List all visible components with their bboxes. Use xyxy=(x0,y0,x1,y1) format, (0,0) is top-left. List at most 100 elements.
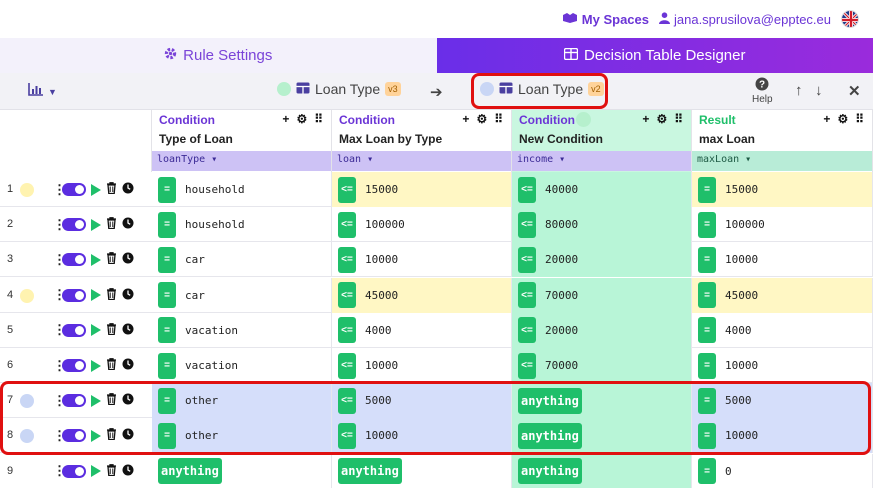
table-cell[interactable]: = 15000 xyxy=(692,172,873,207)
row-menu-icon[interactable]: ⋮ xyxy=(53,216,66,232)
operator-badge[interactable]: = xyxy=(158,211,176,238)
table-cell[interactable]: anything xyxy=(512,418,692,454)
add-icon[interactable]: + xyxy=(642,112,650,126)
history-clock-icon[interactable] xyxy=(122,288,134,303)
operator-badge[interactable]: <= xyxy=(518,211,536,238)
arrow-down-icon[interactable]: ↓ xyxy=(815,82,823,99)
operator-badge[interactable]: = xyxy=(698,458,716,485)
play-icon[interactable] xyxy=(91,289,101,302)
history-clock-icon[interactable] xyxy=(122,217,134,232)
table-cell[interactable]: = other xyxy=(152,383,332,419)
uk-flag-icon[interactable] xyxy=(841,10,859,28)
operator-badge[interactable]: <= xyxy=(518,176,536,203)
trash-icon[interactable] xyxy=(106,287,117,303)
table-cell[interactable]: anything xyxy=(512,383,692,419)
operator-badge[interactable]: <= xyxy=(518,317,536,344)
operator-badge[interactable]: = xyxy=(698,282,716,309)
add-icon[interactable]: + xyxy=(282,112,290,126)
row-menu-icon[interactable]: ⋮ xyxy=(53,251,66,267)
table-row[interactable]: 4 ⋮ = car <= 45000 <= 70000 = 45000 xyxy=(0,277,873,313)
help-button[interactable]: ? Help xyxy=(752,77,773,105)
history-clock-icon[interactable] xyxy=(122,182,134,197)
tab-decision-table-designer[interactable]: Decision Table Designer xyxy=(436,38,873,73)
row-enabled-toggle[interactable] xyxy=(62,288,86,302)
arrow-up-icon[interactable]: ↑ xyxy=(795,82,803,99)
table-cell[interactable]: = 10000 xyxy=(692,418,873,454)
trash-icon[interactable] xyxy=(106,358,117,373)
column-header-2[interactable]: Condition Max Loan by Type + ⚙ ⠿ loan ▾ xyxy=(332,110,512,172)
drag-handle-icon[interactable]: ⠿ xyxy=(855,112,864,126)
operator-badge[interactable]: = xyxy=(158,246,176,273)
row-menu-icon[interactable]: ⋮ xyxy=(53,357,66,373)
table-cell[interactable]: = 0 xyxy=(692,453,873,488)
gear-icon[interactable]: ⚙ xyxy=(837,112,849,126)
table-row[interactable]: 9 ⋮ anything anything anything = 0 xyxy=(0,453,873,488)
table-cell[interactable]: = vacation xyxy=(152,312,332,348)
operator-badge[interactable]: = xyxy=(158,317,176,344)
row-enabled-toggle[interactable] xyxy=(62,253,86,267)
operator-badge[interactable]: = xyxy=(698,211,716,238)
source-version[interactable]: Loan Type v3 xyxy=(277,81,401,97)
operator-badge[interactable]: <= xyxy=(518,352,536,379)
table-cell[interactable]: = car xyxy=(152,242,332,278)
table-cell[interactable]: <= 70000 xyxy=(512,277,692,313)
drag-handle-icon[interactable]: ⠿ xyxy=(314,112,323,126)
trash-icon[interactable] xyxy=(106,428,117,443)
operator-badge[interactable]: = xyxy=(698,422,716,449)
add-icon[interactable]: + xyxy=(823,112,831,126)
table-row[interactable]: 3 ⋮ = car <= 10000 <= 20000 = 10000 xyxy=(0,242,873,278)
row-enabled-toggle[interactable] xyxy=(62,429,86,443)
add-icon[interactable]: + xyxy=(462,112,470,126)
operator-badge[interactable]: = xyxy=(158,176,176,203)
table-row[interactable]: 1 ⋮ = household <= 15000 <= 40000 = 15000 xyxy=(0,172,873,207)
drag-handle-icon[interactable]: ⠿ xyxy=(494,112,503,126)
operator-badge[interactable]: <= xyxy=(338,352,356,379)
operator-badge[interactable]: <= xyxy=(338,282,356,309)
trash-icon[interactable] xyxy=(106,182,117,197)
operator-badge[interactable]: = xyxy=(698,176,716,203)
table-cell[interactable]: = 10000 xyxy=(692,242,873,278)
table-cell[interactable]: <= 10000 xyxy=(332,242,512,278)
table-cell[interactable]: <= 45000 xyxy=(332,277,512,313)
table-cell[interactable]: = 5000 xyxy=(692,383,873,419)
table-cell[interactable]: = household xyxy=(152,207,332,243)
table-row[interactable]: 2 ⋮ = household <= 100000 <= 80000 = 100000 xyxy=(0,207,873,243)
table-cell[interactable]: = 45000 xyxy=(692,277,873,313)
history-clock-icon[interactable] xyxy=(122,393,134,408)
row-enabled-toggle[interactable] xyxy=(62,323,86,337)
operator-badge[interactable]: = xyxy=(158,387,176,414)
play-icon[interactable] xyxy=(91,253,101,266)
row-menu-icon[interactable]: ⋮ xyxy=(53,463,66,479)
table-cell[interactable]: = vacation xyxy=(152,348,332,383)
column-variable-select[interactable]: maxLoan ▾ xyxy=(692,151,872,171)
play-icon[interactable] xyxy=(91,183,101,196)
operator-badge[interactable]: = xyxy=(158,422,176,449)
history-clock-icon[interactable] xyxy=(122,323,134,338)
drag-handle-icon[interactable]: ⠿ xyxy=(674,112,683,126)
row-enabled-toggle[interactable] xyxy=(62,359,86,372)
table-cell[interactable]: <= 20000 xyxy=(512,242,692,278)
column-header-4[interactable]: Result max Loan + ⚙ ⠿ maxLoan ▾ xyxy=(692,110,873,172)
user-menu[interactable]: jana.sprusilova@epptec.eu xyxy=(658,12,831,27)
history-clock-icon[interactable] xyxy=(122,464,134,479)
history-clock-icon[interactable] xyxy=(122,358,134,373)
row-enabled-toggle[interactable] xyxy=(62,183,86,196)
table-cell[interactable]: <= 5000 xyxy=(332,383,512,419)
row-enabled-toggle[interactable] xyxy=(62,218,86,232)
history-clock-icon[interactable] xyxy=(122,252,134,267)
operator-badge[interactable]: = xyxy=(698,352,716,379)
table-cell[interactable]: <= 70000 xyxy=(512,348,692,383)
play-icon[interactable] xyxy=(91,394,101,407)
table-cell[interactable]: <= 100000 xyxy=(332,207,512,243)
gear-icon[interactable]: ⚙ xyxy=(296,112,308,126)
tab-rule-settings[interactable]: Rule Settings xyxy=(0,38,437,73)
operator-badge[interactable]: <= xyxy=(518,282,536,309)
close-icon[interactable]: ✕ xyxy=(848,83,861,100)
operator-badge[interactable]: <= xyxy=(338,387,356,414)
table-cell[interactable]: anything xyxy=(332,453,512,488)
row-menu-icon[interactable]: ⋮ xyxy=(53,287,66,303)
table-row[interactable]: 7 ⋮ = other <= 5000 anything = 5000 xyxy=(0,383,873,419)
play-icon[interactable] xyxy=(91,429,101,442)
table-cell[interactable]: <= 10000 xyxy=(332,348,512,383)
table-row[interactable]: 5 ⋮ = vacation <= 4000 <= 20000 = 4000 xyxy=(0,312,873,348)
